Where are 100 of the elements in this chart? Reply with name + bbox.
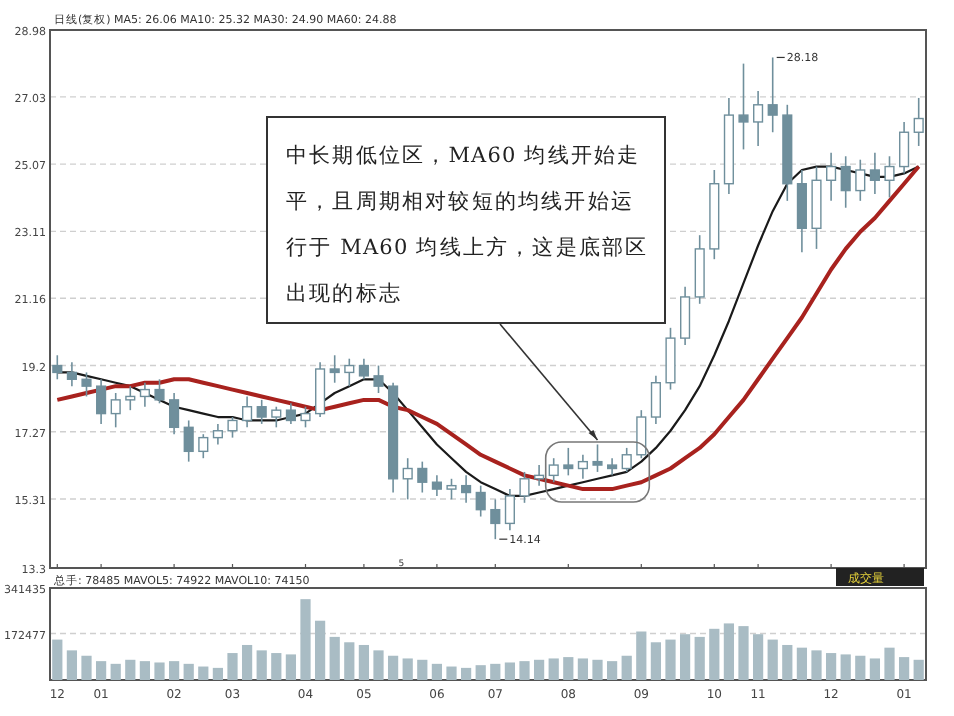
bar [636, 631, 647, 680]
bar [227, 653, 238, 680]
candlestick [548, 457, 559, 484]
candlestick [315, 361, 326, 418]
bar [460, 667, 472, 680]
bar [81, 655, 92, 680]
candlestick [81, 371, 92, 398]
bar [475, 665, 486, 680]
bar [855, 655, 866, 680]
bar [314, 620, 326, 680]
candlestick [577, 453, 588, 480]
bar [694, 636, 705, 680]
candlestick [285, 402, 296, 425]
bar [52, 639, 63, 680]
bar [913, 659, 924, 680]
candlestick [884, 155, 895, 199]
bar [606, 661, 618, 680]
candlestick [563, 447, 574, 477]
bar [665, 639, 676, 680]
bar [898, 657, 910, 680]
candlestick [402, 457, 413, 501]
bar [621, 655, 632, 680]
bar [796, 647, 808, 680]
annotation: 中长期低位区，MA60 均线开始走平，且周期相对较短的均线开始运行于 MA60 均线上方，这是底部区出现的标志 [266, 116, 666, 324]
candlestick [826, 152, 837, 202]
bar [563, 657, 574, 680]
candlestick [475, 484, 486, 518]
bar [402, 658, 413, 680]
bar [533, 659, 545, 680]
bar [709, 628, 720, 680]
bar [198, 666, 209, 680]
bar [504, 662, 516, 680]
bar [285, 654, 297, 680]
bar [650, 642, 662, 680]
bar [811, 650, 822, 680]
bar [577, 658, 589, 680]
candlestick [271, 405, 282, 429]
candlestick [519, 471, 530, 504]
candlestick [52, 354, 63, 381]
candlestick [344, 357, 355, 387]
bar [125, 659, 136, 680]
bar [110, 663, 121, 680]
bar [548, 658, 559, 680]
bar [95, 661, 107, 680]
bar [490, 663, 501, 680]
candlestick [373, 364, 384, 394]
bar [782, 644, 793, 680]
candlestick [256, 399, 267, 425]
bar [592, 659, 603, 680]
candlestick [840, 155, 851, 209]
bar [387, 655, 399, 680]
bar [66, 650, 78, 680]
candlestick [913, 97, 924, 147]
bar [825, 653, 837, 680]
bar [446, 666, 457, 680]
note: 中长期低位区，MA60 均线开始走平，且周期相对较短的均线开始运行于 MA60 均线上方，这是底部区出现的标志 [266, 116, 666, 441]
bar [329, 636, 340, 680]
bar [241, 644, 253, 680]
candlestick [154, 378, 165, 405]
bar [738, 626, 749, 680]
bar [271, 653, 282, 680]
bar [344, 642, 355, 680]
candlestick [431, 474, 442, 497]
candlestick [738, 62, 749, 151]
bar [256, 650, 267, 680]
bar [300, 599, 311, 680]
bar [417, 659, 428, 680]
candlestick [227, 416, 238, 439]
bar [139, 661, 151, 680]
bar [840, 654, 851, 680]
candlestick [592, 443, 603, 473]
candlestick [198, 433, 209, 459]
bar [767, 639, 778, 680]
bar [431, 663, 443, 680]
candlestick [899, 121, 910, 175]
bar [154, 662, 165, 680]
bar [373, 650, 384, 680]
bar [869, 658, 881, 680]
candlestick [680, 285, 691, 346]
candlestick [242, 395, 253, 429]
bar [723, 623, 735, 680]
bar [358, 644, 370, 680]
candlestick [855, 158, 866, 202]
bar [168, 661, 180, 680]
candlestick [66, 361, 77, 387]
candlestick [796, 169, 807, 254]
bar [679, 634, 691, 680]
candlestick [110, 392, 121, 429]
candlestick [96, 378, 107, 425]
candlestick [300, 405, 311, 429]
candlestick [650, 375, 661, 425]
candlestick [461, 474, 472, 504]
candlestick [869, 152, 880, 195]
candlestick [417, 460, 428, 494]
candlestick [753, 90, 764, 147]
bar [884, 647, 895, 680]
bar [212, 667, 224, 680]
bar [752, 634, 764, 680]
candlestick [504, 488, 515, 532]
candlestick [183, 419, 194, 463]
